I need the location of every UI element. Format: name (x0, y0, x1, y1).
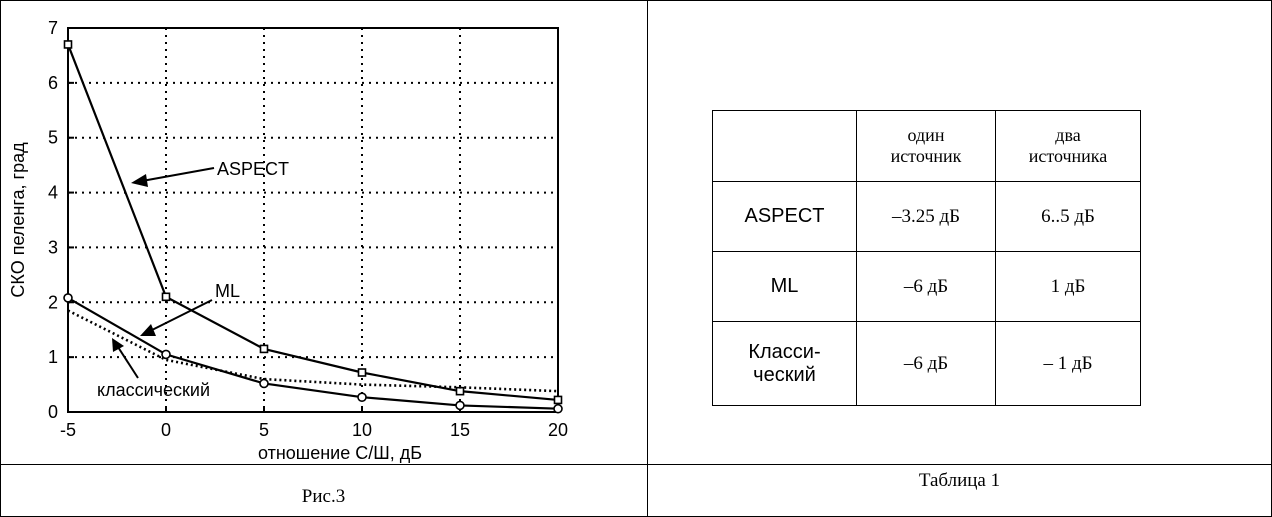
point-ml (553, 403, 563, 414)
y-tick-label: 4 (48, 183, 58, 203)
x-tick-label: 10 (352, 420, 372, 440)
annotation-aspect: ASPECT (131, 159, 289, 187)
table-row-label: ML (712, 251, 857, 322)
table-row: ASPECT –3.25 дБ 6..5 дБ (712, 181, 1141, 252)
table-cell-two-sources: 1 дБ (995, 251, 1141, 322)
x-tick-label: -5 (60, 420, 76, 440)
chart-grid (68, 28, 558, 412)
annotation-ml-arrowhead (140, 324, 156, 336)
annotation-classical: классический (97, 338, 210, 400)
y-tick-label: 5 (48, 128, 58, 148)
table-header-empty (712, 110, 857, 182)
point-aspect (63, 40, 73, 49)
annotation-ml: ML (140, 281, 240, 336)
table-cell-one-source: –6 дБ (856, 251, 996, 322)
point-aspect (553, 395, 563, 405)
table-header-one-source: один источник (856, 110, 996, 182)
series-line-ml (67, 296, 559, 410)
x-axis-label: отношение С/Ш, дБ (258, 443, 422, 463)
y-tick-label: 0 (48, 402, 58, 422)
annotation-aspect-label: ASPECT (217, 159, 289, 179)
table-caption: Таблица 1 (918, 470, 1001, 491)
point-aspect (161, 292, 171, 302)
plot-area-frame (67, 27, 559, 413)
figure-caption: Рис.3 (301, 486, 346, 507)
point-ml (161, 349, 171, 360)
point-ml (357, 392, 367, 402)
table-header-row: один источник два источника (712, 110, 1141, 182)
table-row-label: Класси-ческий (712, 321, 857, 406)
frame-divider-horizontal (0, 464, 1272, 465)
point-ml (63, 293, 73, 303)
y-tick-label: 3 (48, 237, 58, 257)
table-cell-two-sources: – 1 дБ (995, 321, 1141, 406)
table-row: Класси-ческий –6 дБ – 1 дБ (712, 321, 1141, 406)
y-tick-label: 6 (48, 73, 58, 93)
chart-series (63, 40, 563, 414)
annotation-aspect-arrowhead (131, 174, 148, 187)
results-table: один источник два источника ASPECT –3.25… (712, 110, 1141, 406)
y-tick-label: 7 (48, 18, 58, 38)
x-tick-label: 15 (450, 420, 470, 440)
frame-divider-vertical (647, 0, 648, 517)
point-ml (455, 400, 465, 411)
y-axis-label: СКО пеленга, град (8, 142, 28, 298)
table-header-two-sources: два источника (995, 110, 1141, 182)
annotation-aspect-arrow (141, 167, 215, 182)
table-row-label: ASPECT (712, 181, 857, 252)
table-row: ML –6 дБ 1 дБ (712, 251, 1141, 322)
series-line-aspect (66, 44, 559, 402)
x-tick-label: 0 (161, 420, 171, 440)
x-tick-label: 5 (259, 420, 269, 440)
point-aspect (259, 344, 269, 354)
point-aspect (357, 368, 367, 377)
point-aspect (455, 386, 465, 396)
y-tick-label: 2 (48, 292, 58, 312)
annotation-classical-arrowhead (112, 338, 124, 352)
y-tick-label: 1 (48, 347, 58, 367)
table-cell-one-source: –6 дБ (856, 321, 996, 406)
annotation-classical-arrow (117, 346, 139, 379)
frame-border-left (0, 0, 1, 517)
annotation-ml-label: ML (215, 281, 240, 301)
annotation-ml-arrow (149, 299, 213, 332)
annotation-classical-label: классический (97, 380, 210, 400)
series-line-classical (67, 309, 559, 393)
frame-border-top (0, 0, 1272, 1)
point-ml (259, 378, 269, 389)
x-tick-label: 20 (548, 420, 568, 440)
table-cell-two-sources: 6..5 дБ (995, 181, 1141, 252)
table-cell-one-source: –3.25 дБ (856, 181, 996, 252)
